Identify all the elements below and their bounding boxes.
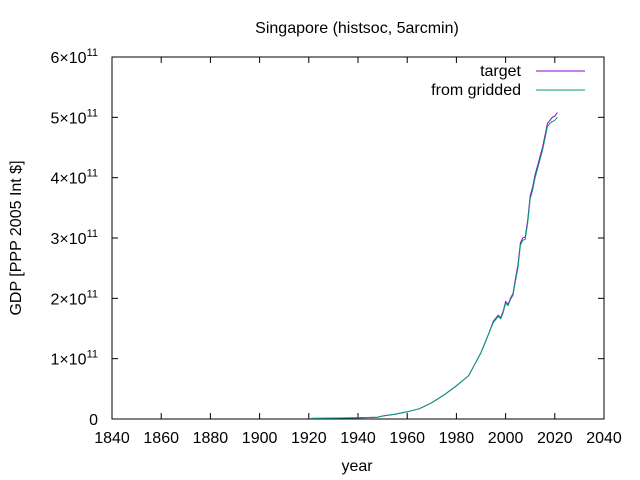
y-tick-label: 5×1011 bbox=[51, 107, 98, 127]
legend-label: from gridded bbox=[431, 82, 521, 99]
x-tick-label: 1940 bbox=[340, 430, 376, 447]
series-line-0 bbox=[311, 112, 558, 419]
x-tick-label: 1960 bbox=[389, 430, 425, 447]
y-tick-label: 1×1011 bbox=[51, 349, 98, 369]
x-tick-label: 1900 bbox=[242, 430, 278, 447]
chart-title: Singapore (histsoc, 5arcmin) bbox=[255, 20, 459, 37]
series-line-1 bbox=[311, 116, 558, 419]
legend: target from gridded bbox=[431, 63, 585, 99]
y-axis: 0 1×1011 2×1011 3×1011 4×1011 5×1011 6×1011 bbox=[51, 47, 604, 429]
y-tick-label: 6×1011 bbox=[51, 47, 98, 67]
x-tick-label: 2040 bbox=[586, 430, 622, 447]
y-tick-label: 2×1011 bbox=[51, 288, 98, 308]
plot-frame bbox=[111, 56, 605, 420]
x-tick-label: 1880 bbox=[193, 430, 229, 447]
x-tick-label: 2020 bbox=[537, 430, 573, 447]
y-tick-label: 4×1011 bbox=[51, 168, 98, 188]
y-tick-label: 3×1011 bbox=[51, 228, 98, 248]
x-tick-label: 1920 bbox=[291, 430, 327, 447]
y-tick-label: 0 bbox=[89, 412, 98, 429]
x-tick-label: 1980 bbox=[439, 430, 475, 447]
x-tick-label: 1840 bbox=[94, 430, 130, 447]
y-axis-label: GDP [PPP 2005 Int $] bbox=[8, 160, 25, 315]
x-axis: 1840 1860 1880 1900 1920 1940 1960 1980 2000 2020… bbox=[94, 57, 622, 447]
x-tick-label: 1860 bbox=[143, 430, 179, 447]
x-axis-label: year bbox=[341, 458, 373, 475]
legend-label: target bbox=[480, 63, 521, 80]
x-tick-label: 2000 bbox=[488, 430, 524, 447]
series-layer bbox=[311, 112, 558, 419]
plot-border bbox=[111, 56, 605, 420]
